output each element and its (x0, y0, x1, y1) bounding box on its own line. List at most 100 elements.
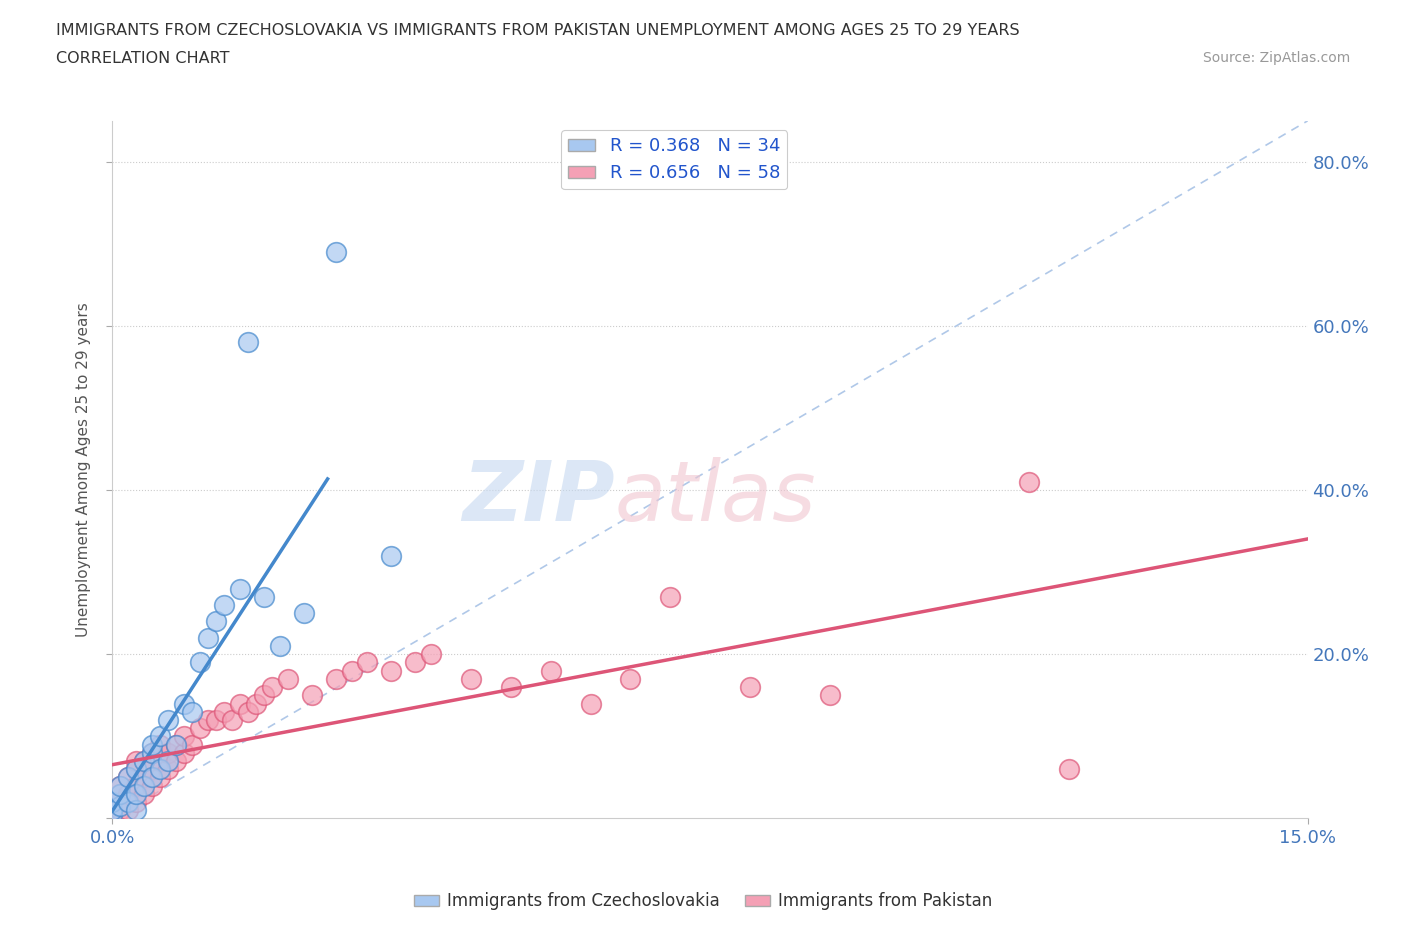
Point (149, 770, 172, 785)
Point (229, 696, 252, 711)
Point (125, 762, 148, 777)
Text: Source: ZipAtlas.com: Source: ZipAtlas.com (1202, 51, 1350, 65)
Point (101, 794, 124, 809)
Point (269, 639, 291, 654)
Point (292, 605, 315, 620)
Point (420, 647, 443, 662)
Point (141, 770, 163, 785)
Point (101, 803, 124, 817)
Point (619, 671, 641, 686)
Point (325, 671, 347, 686)
Point (134, 753, 156, 768)
Point (134, 778, 156, 793)
Point (101, 803, 124, 817)
Point (173, 745, 195, 760)
Point (236, 704, 259, 719)
Text: ZIP: ZIP (461, 457, 614, 538)
Point (197, 712, 219, 727)
Point (117, 770, 139, 785)
Point (134, 753, 156, 768)
Point (157, 745, 180, 760)
Point (117, 803, 139, 817)
Point (173, 696, 195, 711)
Point (134, 787, 156, 802)
Point (101, 807, 124, 822)
Point (125, 762, 148, 777)
Point (181, 737, 204, 752)
Point (165, 737, 187, 752)
Point (356, 655, 378, 670)
Point (110, 794, 132, 809)
Point (141, 762, 163, 777)
Point (325, 245, 347, 259)
Point (110, 778, 132, 793)
Point (205, 614, 228, 629)
Point (181, 704, 204, 719)
Legend: Immigrants from Czechoslovakia, Immigrants from Pakistan: Immigrants from Czechoslovakia, Immigran… (406, 885, 1000, 917)
Point (141, 737, 163, 752)
Point (205, 712, 228, 727)
Point (253, 688, 276, 703)
Y-axis label: Unemployment Among Ages 25 to 29 years: Unemployment Among Ages 25 to 29 years (76, 302, 91, 637)
Point (1057, 762, 1080, 777)
Point (165, 737, 187, 752)
Point (818, 688, 841, 703)
Point (117, 787, 139, 802)
Point (157, 753, 180, 768)
Point (110, 787, 132, 802)
Text: atlas: atlas (614, 457, 815, 538)
Point (221, 712, 243, 727)
Point (188, 655, 211, 670)
Point (117, 794, 139, 809)
Point (380, 549, 402, 564)
Point (110, 787, 132, 802)
Point (579, 696, 602, 711)
Point (236, 335, 259, 350)
Point (659, 590, 682, 604)
Point (110, 803, 132, 817)
Point (253, 590, 276, 604)
Text: CORRELATION CHART: CORRELATION CHART (56, 51, 229, 66)
Point (212, 598, 235, 613)
Point (149, 762, 172, 777)
Point (738, 680, 761, 695)
Point (101, 807, 124, 822)
Point (197, 631, 219, 645)
Point (141, 745, 163, 760)
Point (157, 762, 180, 777)
Point (188, 721, 211, 736)
Point (149, 737, 172, 752)
Point (157, 712, 180, 727)
Point (245, 696, 267, 711)
Point (110, 799, 132, 814)
Point (380, 663, 402, 678)
Point (173, 729, 195, 744)
Point (117, 770, 139, 785)
Point (340, 663, 363, 678)
Point (404, 655, 426, 670)
Legend: R = 0.368   N = 34, R = 0.656   N = 58: R = 0.368 N = 34, R = 0.656 N = 58 (561, 130, 787, 190)
Point (125, 794, 148, 809)
Point (260, 680, 283, 695)
Point (125, 803, 148, 817)
Point (460, 671, 482, 686)
Point (499, 680, 522, 695)
Point (125, 787, 148, 802)
Point (301, 688, 323, 703)
Point (125, 753, 148, 768)
Point (149, 753, 172, 768)
Point (141, 778, 163, 793)
Text: IMMIGRANTS FROM CZECHOSLOVAKIA VS IMMIGRANTS FROM PAKISTAN UNEMPLOYMENT AMONG AG: IMMIGRANTS FROM CZECHOSLOVAKIA VS IMMIGR… (56, 23, 1019, 38)
Point (212, 704, 235, 719)
Point (149, 729, 172, 744)
Point (229, 581, 252, 596)
Point (540, 663, 562, 678)
Point (125, 778, 148, 793)
Point (134, 770, 156, 785)
Point (141, 745, 163, 760)
Point (1018, 474, 1040, 489)
Point (277, 671, 299, 686)
Point (101, 794, 124, 809)
Point (165, 753, 187, 768)
Point (110, 778, 132, 793)
